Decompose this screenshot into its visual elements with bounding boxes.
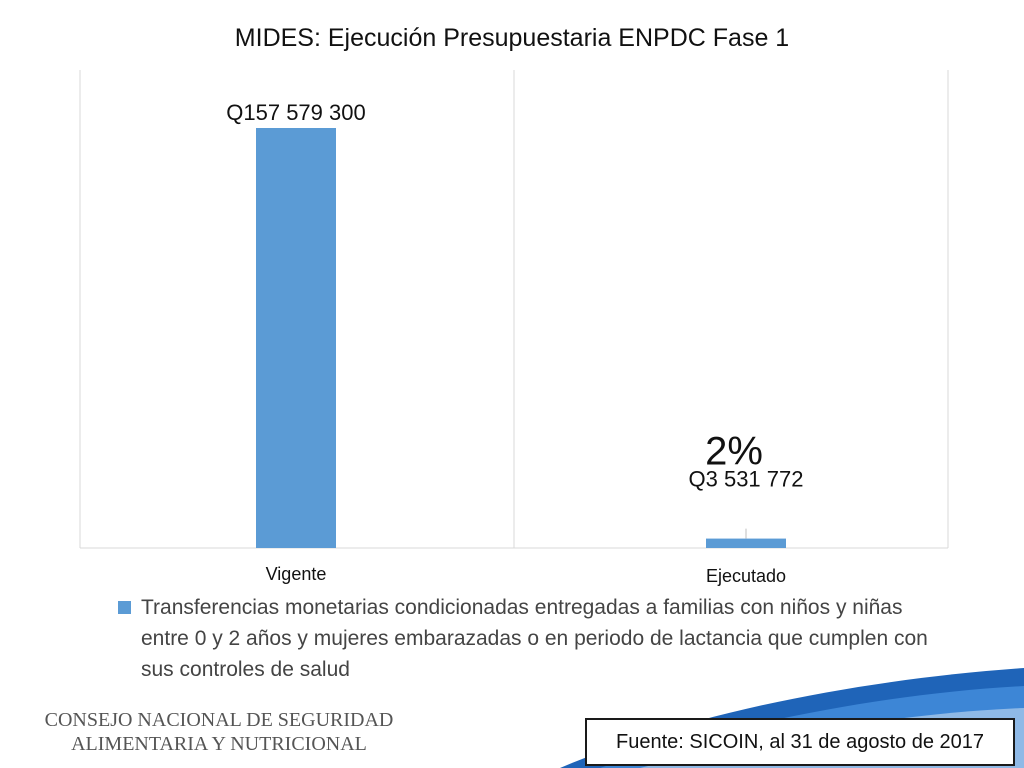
legend-label: Transferencias monetarias condicionadas … [141,596,928,681]
category-label: Ejecutado [706,566,786,586]
org-name: CONSEJO NACIONAL DE SEGURIDAD ALIMENTARI… [24,708,414,756]
data-label: Q3 531 772 [689,467,804,492]
percent-annotation: 2% [705,430,763,474]
legend: Transferencias monetarias condicionadas … [118,592,928,685]
org-name-line2: ALIMENTARIA Y NUTRICIONAL [71,733,367,755]
source-note: Fuente: SICOIN, al 31 de agosto de 2017 [585,718,1015,766]
chart-title: MIDES: Ejecución Presupuestaria ENPDC Fa… [234,24,790,52]
bar-ejecutado [706,538,786,548]
bar-chart: Q157 579 300 Vigente Q3 531 772 Ejecutado 2% [79,70,949,586]
data-label: Q157 579 300 [226,100,365,125]
legend-swatch [118,601,131,614]
org-name-line1: CONSEJO NACIONAL DE SEGURIDAD [44,709,394,731]
bar-vigente [256,128,336,548]
category-label: Vigente [266,564,327,584]
